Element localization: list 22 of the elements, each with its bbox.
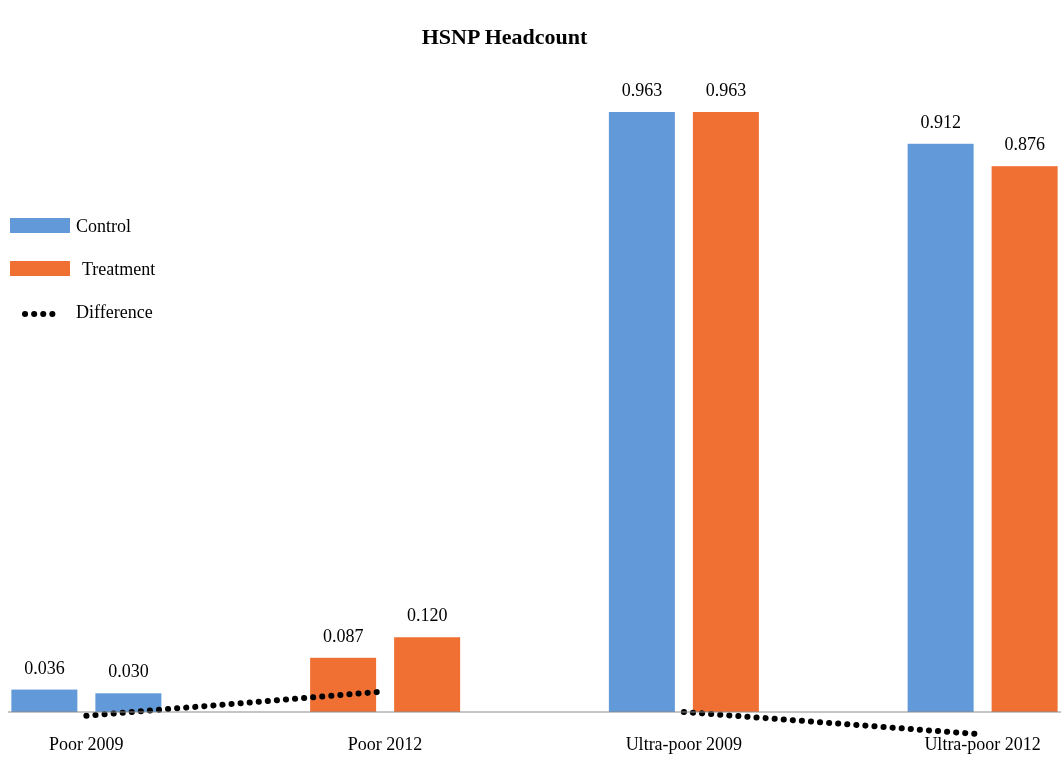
- bar: [608, 112, 675, 712]
- data-label: 0.912: [920, 111, 961, 132]
- bar: [991, 166, 1058, 712]
- data-label: 0.963: [705, 80, 747, 100]
- data-label: 0.087: [322, 625, 364, 646]
- data-label: 0.036: [24, 657, 65, 678]
- legend-label: Difference: [76, 302, 153, 322]
- x-tick-label: Ultra-poor 2009: [625, 734, 743, 754]
- bar: [394, 637, 461, 712]
- data-label: 0.120: [406, 605, 448, 626]
- legend-label: Control: [76, 216, 132, 236]
- bar: [11, 689, 78, 712]
- x-tick-label: Ultra-poor 2012: [924, 734, 1041, 754]
- x-tick-label: Poor 2012: [347, 734, 423, 754]
- chart-title: HSNP Headcount: [421, 24, 588, 49]
- legend-label: Treatment: [82, 259, 156, 279]
- data-label: 0.876: [1004, 134, 1045, 155]
- x-tick-label: Poor 2009: [49, 734, 124, 754]
- bar: [692, 112, 759, 712]
- data-label: 0.030: [108, 661, 149, 682]
- data-label: 0.963: [621, 80, 663, 100]
- bar: [907, 143, 974, 712]
